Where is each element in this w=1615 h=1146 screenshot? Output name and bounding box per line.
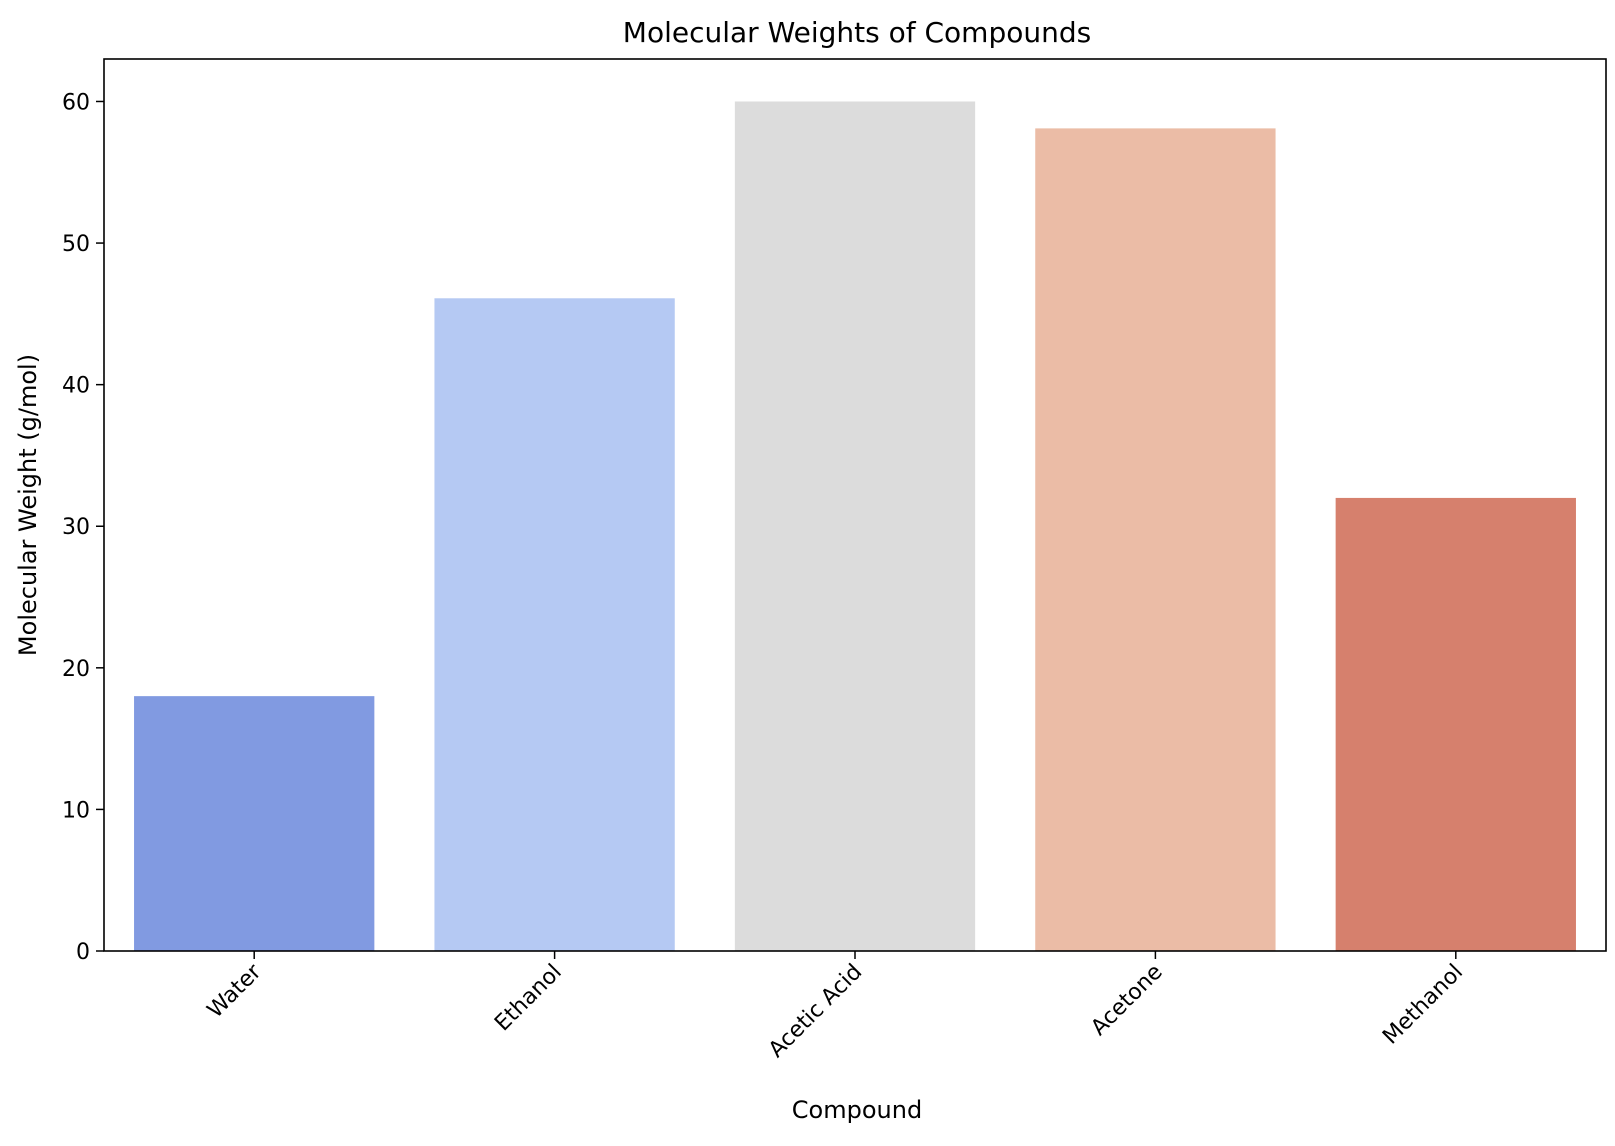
x-tick-label: Ethanol [490, 960, 567, 1037]
plot-frame [103, 58, 1607, 952]
x-tick-label: Acetone [1086, 960, 1167, 1041]
chart-title: Molecular Weights of Compounds [623, 16, 1091, 49]
bar-water [134, 696, 375, 951]
bars-layer [134, 101, 1576, 951]
x-tick-label: Acetic Acid [764, 960, 867, 1063]
x-axis-ticks: Water Ethanol Acetic Acid Acetone Methanol [203, 951, 1468, 1063]
y-axis-label: Molecular Weight (g/mol) [14, 354, 42, 656]
y-tick-label: 40 [62, 374, 90, 399]
x-tick-label: Water [203, 959, 267, 1023]
x-tick-label: Methanol [1378, 960, 1468, 1050]
y-tick-label: 60 [62, 90, 90, 115]
y-tick-label: 30 [62, 515, 90, 540]
bar-ethanol [434, 298, 675, 951]
y-tick-label: 10 [62, 798, 90, 823]
y-axis-ticks: 0 10 20 30 40 50 60 [62, 90, 104, 965]
x-axis-label: Compound [792, 1096, 922, 1124]
bar-methanol [1335, 497, 1576, 951]
y-tick-label: 0 [76, 940, 90, 965]
bar-acetic-acid [734, 101, 976, 951]
bar-acetone [1035, 128, 1276, 951]
y-tick-label: 20 [62, 657, 90, 682]
y-tick-label: 50 [62, 232, 90, 257]
